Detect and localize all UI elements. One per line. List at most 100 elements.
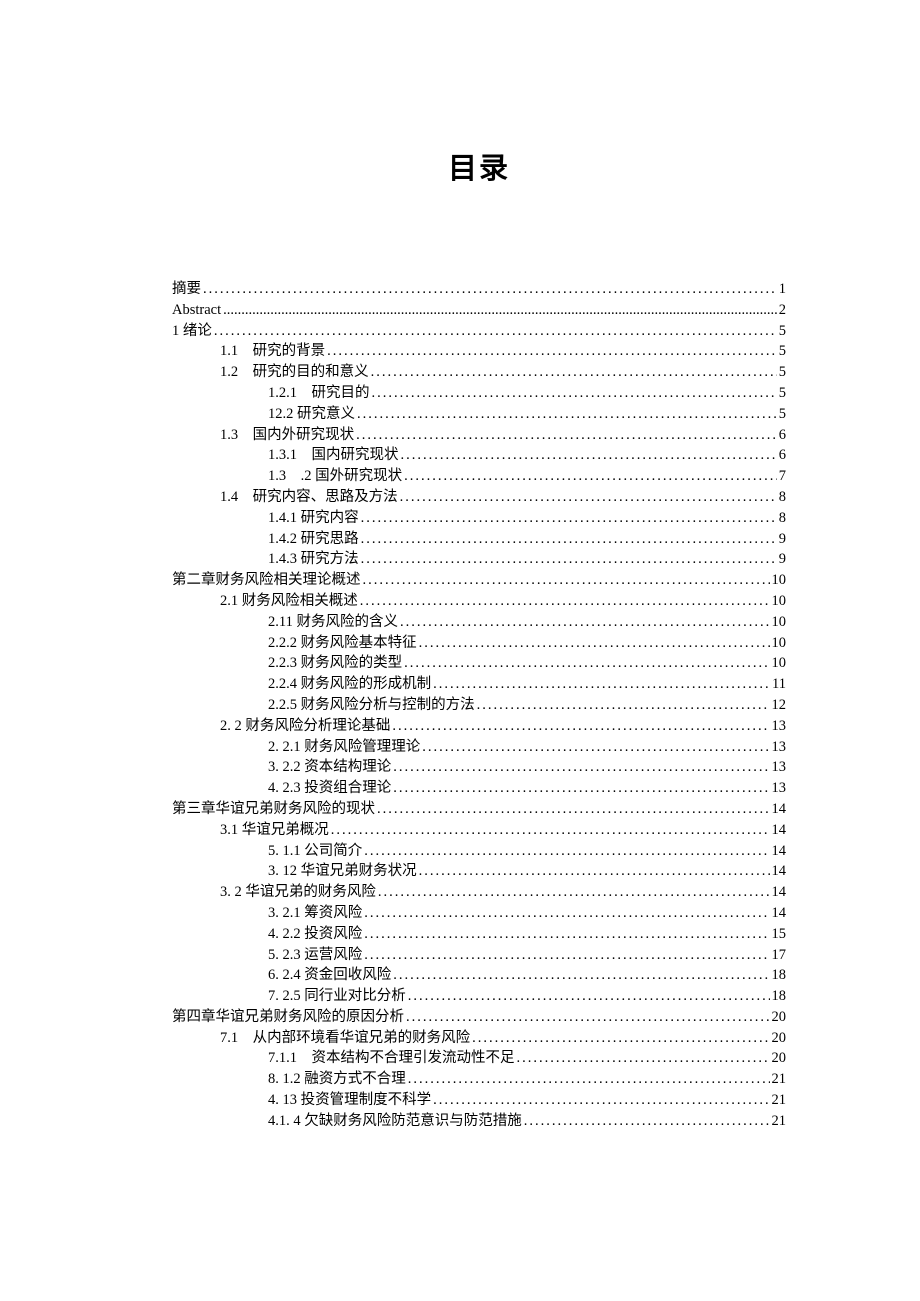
- toc-entry-page: 14: [772, 844, 787, 859]
- toc-leader-dots: [400, 615, 770, 630]
- toc-entry-label: 3. 2.1 筹资风险: [268, 906, 362, 921]
- toc-entry: 3.1 华谊兄弟概况14: [172, 823, 786, 838]
- toc-entry: 3. 2.1 筹资风险 14: [172, 906, 786, 921]
- toc-entry-page: 9: [779, 532, 786, 547]
- toc-entry: 2.2.5 财务风险分析与控制的方法12: [172, 698, 786, 713]
- toc-entry: 2.2.3 财务风险的类型10: [172, 656, 786, 671]
- toc-entry-label: 摘要: [172, 282, 201, 297]
- toc-entry-page: 2: [779, 303, 786, 318]
- toc-entry: 5. 2.3 运营风险17: [172, 948, 786, 963]
- toc-entry-label: 1.3.1 国内研究现状: [268, 448, 399, 463]
- toc-entry-label: 7.1 从内部环境看华谊兄弟的财务风险: [220, 1031, 470, 1046]
- toc-leader-dots: [214, 324, 777, 339]
- toc-entry-page: 14: [772, 885, 787, 900]
- toc-entry-label: 2.2.2 财务风险基本特征: [268, 636, 417, 651]
- toc-leader-dots: [393, 760, 769, 775]
- toc-entry-label: 1.4.1 研究内容: [268, 511, 359, 526]
- toc-entry: 1.3 .2 国外研究现状 7: [172, 469, 786, 484]
- toc-entry-label: 7.1.1 资本结构不合理引发流动性不足: [268, 1051, 515, 1066]
- toc-entry-page: 5: [779, 365, 786, 380]
- toc-leader-dots: [327, 344, 777, 359]
- toc-entry-label: 3. 2.2 资本结构理论: [268, 760, 391, 775]
- toc-leader-dots: [408, 989, 770, 1004]
- toc-entry: 1.4 研究内容、思路及方法 8: [172, 490, 786, 505]
- toc-entry-page: 13: [772, 781, 787, 796]
- toc-leader-dots: [524, 1114, 770, 1129]
- toc-entry: Abstract2: [172, 303, 786, 318]
- toc-entry-page: 5: [779, 344, 786, 359]
- toc-leader-dots: [392, 719, 769, 734]
- toc-leader-dots: [419, 636, 770, 651]
- toc-leader-dots: [472, 1031, 769, 1046]
- toc-leader-dots: [331, 823, 770, 838]
- toc-entry-page: 21: [772, 1093, 787, 1108]
- toc-entry-label: 1 绪论: [172, 324, 212, 339]
- toc-leader-dots: [364, 927, 769, 942]
- toc-leader-dots: [400, 490, 777, 505]
- toc-entry: 2.2.2 财务风险基本特征10: [172, 636, 786, 651]
- toc-entry-page: 8: [779, 490, 786, 505]
- toc-leader-dots: [433, 677, 770, 692]
- toc-entry-label: 1.4 研究内容、思路及方法: [220, 490, 398, 505]
- toc-entry: 1.3 国内外研究现状6: [172, 428, 786, 443]
- toc-entry: 12.2 研究意义5: [172, 407, 786, 422]
- toc-entry-label: 1.1 研究的背景: [220, 344, 325, 359]
- toc-entry-page: 15: [772, 927, 787, 942]
- toc-leader-dots: [401, 448, 777, 463]
- toc-leader-dots: [361, 511, 777, 526]
- toc-entry-label: 2.11 财务风险的含义: [268, 615, 398, 630]
- toc-leader-dots: [419, 864, 770, 879]
- toc-entry-page: 1: [779, 282, 786, 297]
- toc-entry: 1.1 研究的背景 5: [172, 344, 786, 359]
- toc-leader-dots: [360, 594, 770, 609]
- toc-entry-page: 5: [779, 386, 786, 401]
- toc-entry-label: 1.3 .2 国外研究现状: [268, 469, 402, 484]
- toc-leader-dots: [433, 1093, 769, 1108]
- toc-entry-page: 5: [779, 324, 786, 339]
- toc-entry-label: 2.2.5 财务风险分析与控制的方法: [268, 698, 475, 713]
- toc-entry-page: 20: [772, 1031, 787, 1046]
- toc-entry-label: 5. 1.1 公司简介: [268, 844, 362, 859]
- toc-entry: 7. 2.5 同行业对比分析18: [172, 989, 786, 1004]
- toc-entry: 第四章华谊兄弟财务风险的原因分析20: [172, 1010, 786, 1025]
- toc-entry-page: 14: [772, 906, 787, 921]
- toc-entry: 3. 2.2 资本结构理论13: [172, 760, 786, 775]
- toc-leader-dots: [363, 573, 770, 588]
- toc-leader-dots: [408, 1072, 770, 1087]
- toc-entry-label: 1.4.3 研究方法: [268, 552, 359, 567]
- toc-entry-page: 10: [772, 573, 787, 588]
- toc-leader-dots: [393, 781, 769, 796]
- toc-entry-label: 2. 2.1 财务风险管理理论: [268, 740, 420, 755]
- toc-entry-label: 1.3 国内外研究现状: [220, 428, 354, 443]
- toc-entry: 3. 12 华谊兄弟财务状况14: [172, 864, 786, 879]
- toc-entry: 4. 13 投资管理制度不科学21: [172, 1093, 786, 1108]
- toc-entry-label: 2. 2 财务风险分析理论基础: [220, 719, 390, 734]
- toc-entry-page: 5: [779, 407, 786, 422]
- toc-entry: 7.1.1 资本结构不合理引发流动性不足 20: [172, 1051, 786, 1066]
- toc-entry-page: 8: [779, 511, 786, 526]
- toc-entry-page: 7: [779, 469, 786, 484]
- toc-leader-dots: [406, 1010, 770, 1025]
- toc-entry-page: 18: [772, 968, 787, 983]
- toc-entry: 6. 2.4 资金回收风险18: [172, 968, 786, 983]
- toc-leader-dots: [377, 802, 770, 817]
- toc-entry-page: 20: [772, 1051, 787, 1066]
- toc-leader-dots: [364, 948, 769, 963]
- toc-title: 目录: [172, 145, 786, 187]
- toc-entry: 1 绪论 5: [172, 324, 786, 339]
- toc-entry-label: 1.4.2 研究思路: [268, 532, 359, 547]
- toc-entry-label: 4.1. 4 欠缺财务风险防范意识与防范措施: [268, 1114, 522, 1129]
- toc-entry: 1.4.1 研究内容 8: [172, 511, 786, 526]
- toc-entry-page: 18: [772, 989, 787, 1004]
- toc-leader-dots: [361, 552, 777, 567]
- toc-leader-dots: [404, 656, 769, 671]
- toc-entry: 5. 1.1 公司简介 14: [172, 844, 786, 859]
- toc-leader-dots: [404, 469, 777, 484]
- toc-entry: 2.1 财务风险相关概述10: [172, 594, 786, 609]
- toc-entry: 第二章财务风险相关理论概述10: [172, 573, 786, 588]
- toc-entry: 第三章华谊兄弟财务风险的现状14: [172, 802, 786, 817]
- toc-entry-page: 13: [772, 740, 787, 755]
- toc-entry-label: 2.1 财务风险相关概述: [220, 594, 358, 609]
- toc-entry: 1.4.3 研究方法9: [172, 552, 786, 567]
- toc-entry: 1.2.1 研究目的5: [172, 386, 786, 401]
